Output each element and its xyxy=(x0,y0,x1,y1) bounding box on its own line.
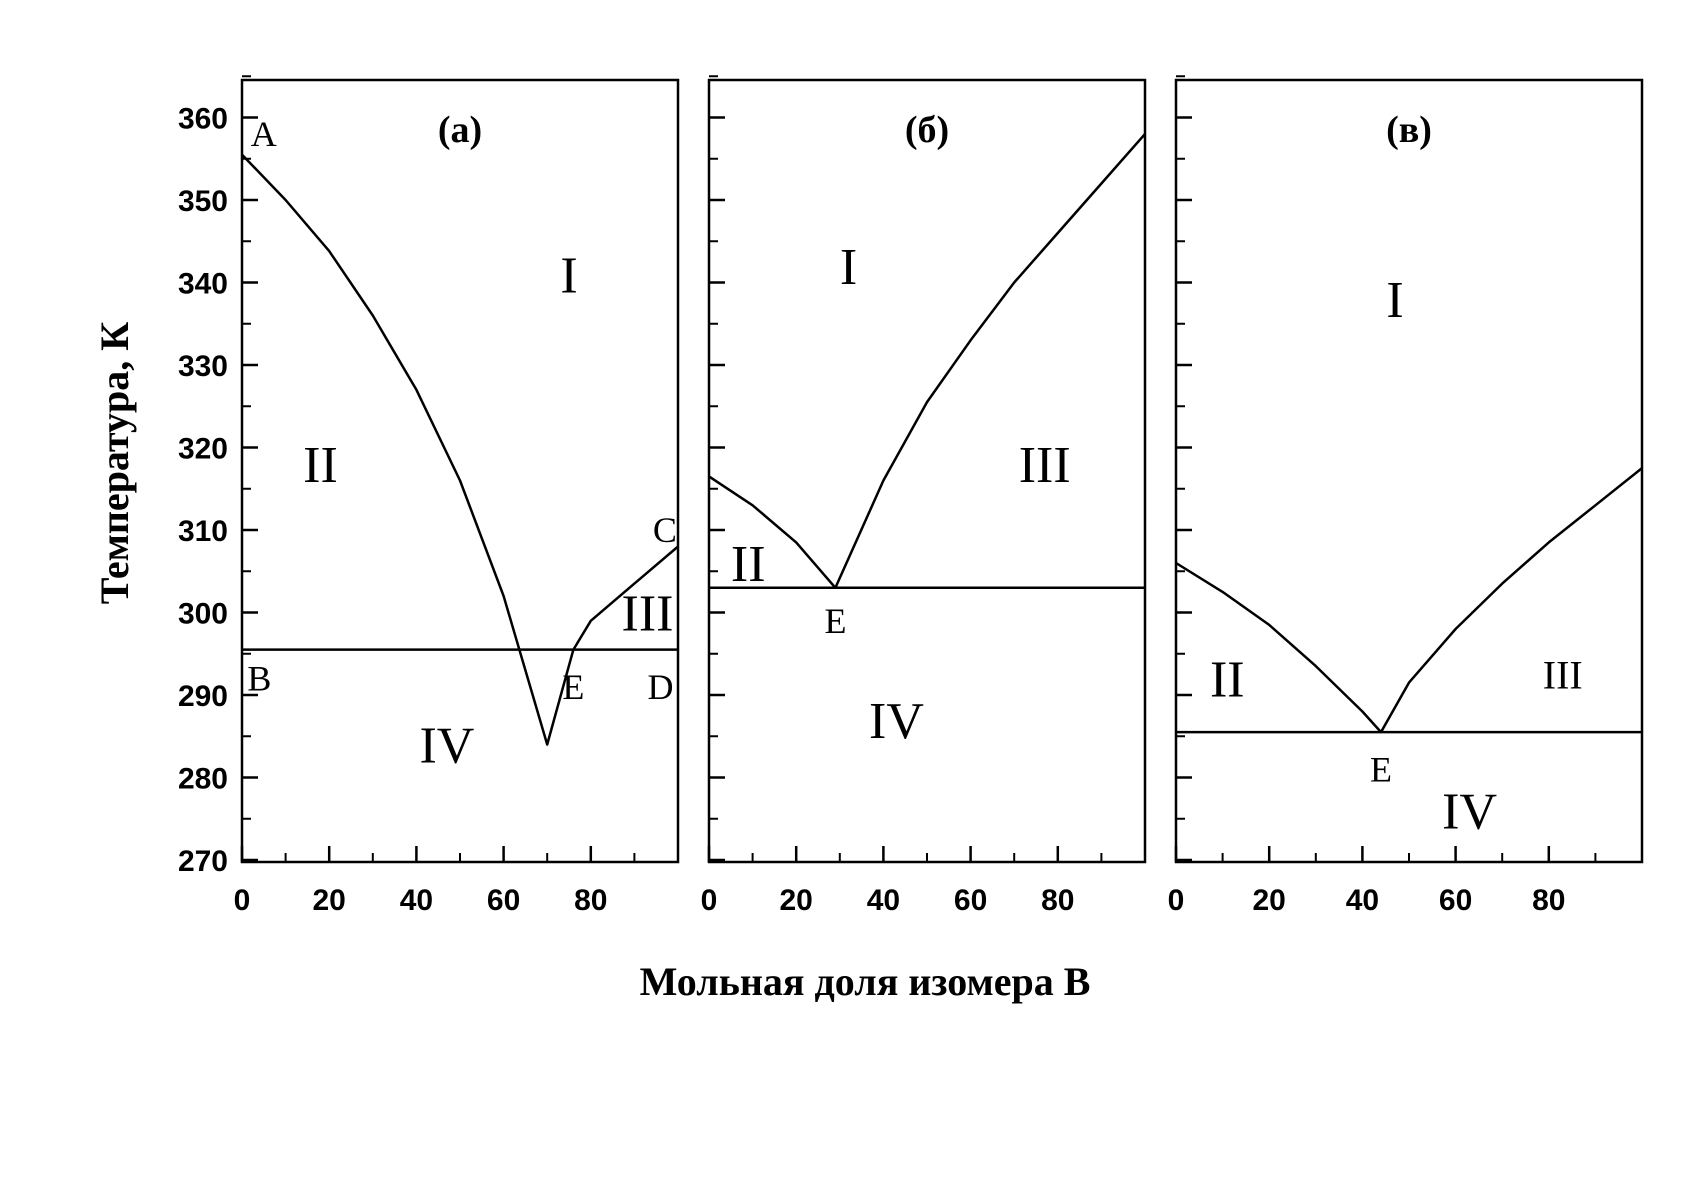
series-liquidus-right xyxy=(572,545,679,651)
series-liquidus-left xyxy=(708,475,837,589)
x-tick-label: 80 xyxy=(1532,884,1565,917)
chart-panels: 270 280 290 300 310 320 330 340 350 360 0 20 40 60 80 (… xyxy=(178,75,1644,917)
series-liquidus-right xyxy=(834,133,1146,589)
y-axis-title: Температура, К xyxy=(92,322,137,605)
region-label-II: II xyxy=(303,437,338,494)
x-tick-label: 0 xyxy=(234,884,251,917)
panel-label: (а) xyxy=(438,109,482,151)
x-tick-label: 80 xyxy=(1041,884,1074,917)
region-label-III: III xyxy=(1019,437,1071,494)
x-tick-label: 20 xyxy=(1253,884,1286,917)
panel-label: (б) xyxy=(905,109,949,151)
x-tick-label: 60 xyxy=(1439,884,1472,917)
point-label-E: E xyxy=(1370,749,1392,789)
x-tick-label: 40 xyxy=(1346,884,1379,917)
point-label-B: B xyxy=(247,659,271,699)
point-label-E: E xyxy=(562,667,584,707)
x-tick-label: 0 xyxy=(1168,884,1185,917)
y-tick-label: 330 xyxy=(178,350,228,383)
region-label-III: III xyxy=(1543,652,1583,697)
plot-frame xyxy=(707,78,1147,864)
x-tick-label: 60 xyxy=(954,884,987,917)
series-liquidus-left xyxy=(1175,561,1382,733)
y-tick-label: 280 xyxy=(178,763,228,796)
region-label-IV: IV xyxy=(869,693,924,750)
region-label-I: I xyxy=(1386,272,1403,329)
panel-label: (в) xyxy=(1386,109,1432,151)
region-label-II: II xyxy=(1210,652,1245,709)
x-tick-label: 20 xyxy=(313,884,346,917)
x-tick-label: 40 xyxy=(867,884,900,917)
series-liquidus-left xyxy=(241,153,575,746)
y-tick-label: 310 xyxy=(178,515,228,548)
x-tick-label: 60 xyxy=(487,884,520,917)
x-tick-label: 0 xyxy=(701,884,718,917)
x-axis-title: Мольная доля изомера В xyxy=(640,959,1091,1004)
region-label-II: II xyxy=(731,536,766,593)
region-label-IV: IV xyxy=(419,718,474,775)
x-tick-label: 20 xyxy=(780,884,813,917)
point-label-A: A xyxy=(251,114,277,154)
y-tick-label: 320 xyxy=(178,433,228,466)
y-tick-label: 270 xyxy=(178,845,228,878)
region-label-IV: IV xyxy=(1442,784,1497,841)
region-label-I: I xyxy=(840,239,857,296)
y-tick-label: 290 xyxy=(178,680,228,713)
point-label-E: E xyxy=(824,601,846,641)
region-label-I: I xyxy=(560,247,577,304)
point-label-C: C xyxy=(653,510,677,550)
panel-1: 270 280 290 300 310 320 330 340 350 360 0 20 40 60 80 (… xyxy=(178,75,680,917)
y-tick-label: 360 xyxy=(178,103,228,136)
x-tick-label: 40 xyxy=(400,884,433,917)
point-label-D: D xyxy=(648,667,674,707)
region-label-III: III xyxy=(622,586,674,643)
y-tick-label: 300 xyxy=(178,598,228,631)
plot-frame xyxy=(1174,78,1644,864)
y-tick-label: 350 xyxy=(178,185,228,218)
series-liquidus-right xyxy=(1379,467,1643,733)
y-tick-label: 340 xyxy=(178,268,228,301)
x-tick-label: 80 xyxy=(574,884,607,917)
